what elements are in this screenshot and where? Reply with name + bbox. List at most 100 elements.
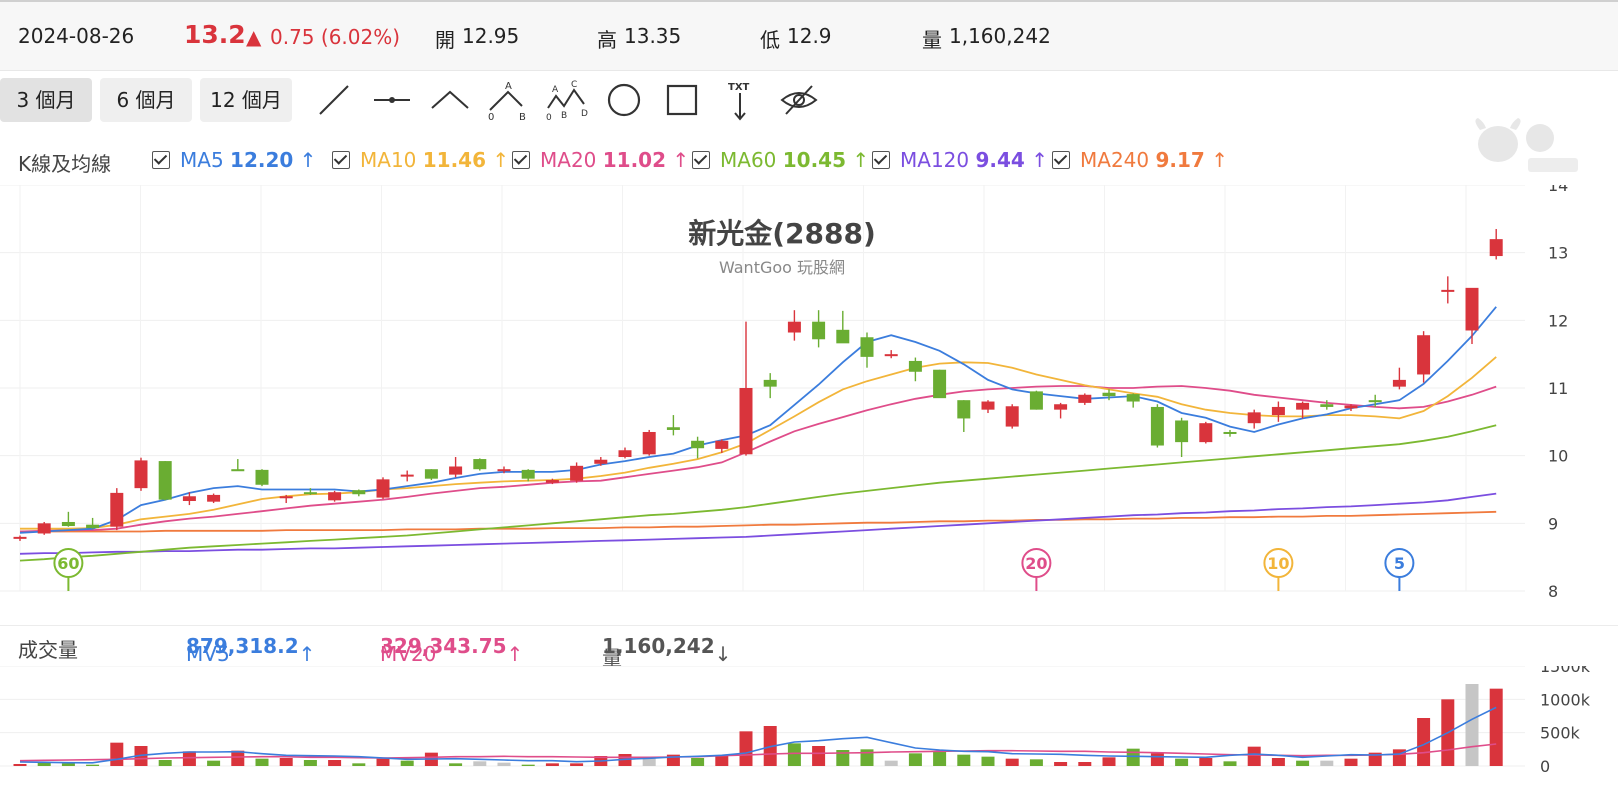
arrow-up-icon: ↑ — [1024, 148, 1048, 172]
candle-body — [594, 459, 608, 464]
candle-body — [1296, 402, 1310, 410]
volume-bar — [836, 750, 850, 766]
marker-label: 20 — [1025, 554, 1047, 573]
volume-bar — [255, 758, 269, 766]
ma240-toggle[interactable]: MA240 9.17 ↑ — [1052, 148, 1228, 172]
candle-body — [1344, 405, 1358, 409]
angle-tool-icon[interactable] — [430, 80, 470, 120]
marker-circle — [1021, 548, 1052, 578]
line-tool-icon[interactable] — [314, 80, 354, 120]
volume-bar — [1102, 757, 1116, 766]
volume-bar — [1029, 759, 1043, 766]
checkbox-icon[interactable] — [872, 151, 890, 169]
candle-body — [1199, 423, 1213, 443]
volume-bar — [1247, 746, 1261, 766]
abcd-wave-tool-icon[interactable]: 0 A B C D — [544, 80, 590, 124]
candle-body — [666, 427, 680, 430]
volume-bar — [691, 758, 705, 766]
volume-bar — [1199, 758, 1213, 766]
volume-bar — [449, 763, 463, 766]
ma10-toggle[interactable]: MA10 11.46 ↑ — [332, 148, 509, 172]
marker-circle — [1263, 548, 1294, 578]
volume-bar — [1368, 752, 1382, 766]
volume-value: 1,160,242 — [949, 24, 1051, 48]
volume-bar — [13, 764, 27, 766]
candle-body — [1441, 289, 1455, 292]
tool-label: 0 — [488, 112, 494, 123]
arrow-up-icon: ↑ — [486, 148, 510, 172]
ma5-toggle[interactable]: MA5 12.20 ↑ — [152, 148, 316, 172]
tool-label: A — [552, 85, 559, 95]
horizontal-line-tool-icon[interactable] — [372, 80, 412, 120]
candlesticks — [13, 228, 1503, 541]
volume-bar — [1126, 748, 1140, 766]
candle-body — [1320, 404, 1334, 407]
candle-body — [1271, 406, 1285, 416]
open-label: 開 — [435, 28, 455, 52]
candle-body — [1392, 379, 1406, 387]
volume-bar — [545, 763, 559, 766]
low-label: 低 — [760, 28, 780, 52]
volume-bar — [328, 760, 342, 766]
volume-bar — [666, 754, 680, 766]
tool-label: 0 — [546, 113, 552, 123]
candle-body — [787, 321, 801, 333]
volume-bar — [1223, 761, 1237, 766]
volume-now-label: 量 1,160,242 ↓ — [602, 634, 732, 670]
volume-bar — [1296, 760, 1310, 766]
y-tick-label: 13 — [1548, 244, 1568, 263]
y-tick-label: 14 — [1548, 185, 1568, 195]
arrow-up-icon: ↑ — [293, 148, 317, 172]
y-tick-label: 11 — [1548, 379, 1568, 398]
period-6m-button[interactable]: 6 個月 — [100, 78, 192, 122]
candle-body — [182, 496, 196, 502]
circle-tool-icon[interactable] — [604, 80, 644, 120]
price-chart[interactable]: 新光金(2888) WantGoo 玩股網 60 20 10 5 14 13 12 11 10… — [0, 185, 1618, 611]
volume-bar — [1054, 762, 1068, 766]
volume-bar — [86, 764, 100, 766]
hide-drawings-icon[interactable] — [778, 80, 820, 120]
volume-bar — [908, 753, 922, 766]
checkbox-icon[interactable] — [332, 151, 350, 169]
up-triangle-icon: ▲ — [246, 25, 262, 49]
wantgoo-logo-icon — [1475, 118, 1578, 172]
volume-bar — [1175, 758, 1189, 766]
period-3m-button[interactable]: 3 個月 — [0, 78, 92, 122]
volume-bar — [812, 746, 826, 766]
text-tool-icon[interactable]: TXT — [722, 80, 758, 124]
volume-ma-lines — [19, 706, 1497, 764]
volume-bar — [957, 754, 971, 766]
candle-body — [61, 521, 75, 527]
checkbox-icon[interactable] — [1052, 151, 1070, 169]
ma-lines — [19, 306, 1497, 562]
volume-bar — [739, 731, 753, 766]
abc-wave-tool-icon[interactable]: 0 A B — [486, 80, 530, 124]
tool-label: B — [561, 111, 567, 121]
volume-bar — [933, 752, 947, 766]
checkbox-icon[interactable] — [152, 151, 170, 169]
tool-label: D — [581, 109, 588, 119]
checkbox-icon[interactable] — [512, 151, 530, 169]
volume-bar — [1005, 758, 1019, 766]
candle-body — [618, 450, 632, 458]
candle-body — [1175, 420, 1189, 443]
top-border — [0, 0, 1618, 2]
volume-bar — [303, 760, 317, 766]
volume-bar — [1344, 758, 1358, 766]
checkbox-icon[interactable] — [692, 151, 710, 169]
candle-body — [303, 492, 317, 495]
mv5-line — [19, 706, 1497, 764]
volume-chart[interactable]: 1500k 1000k 500k 0 — [0, 666, 1618, 802]
volume-legend: 成交量 MV5 879,318.2 ↑ MV20 329,343.75 ↑ 量 … — [0, 625, 1618, 670]
ma20-toggle[interactable]: MA20 11.02 ↑ — [512, 148, 689, 172]
period-12m-button[interactable]: 12 個月 — [200, 78, 292, 122]
candle-body — [110, 492, 124, 527]
candle-body — [1368, 400, 1382, 403]
tool-label: A — [505, 81, 512, 92]
ma120-toggle[interactable]: MA120 9.44 ↑ — [872, 148, 1048, 172]
marker-circle — [53, 548, 84, 578]
marker-label: 60 — [57, 554, 79, 573]
ma60-toggle[interactable]: MA60 10.45 ↑ — [692, 148, 869, 172]
candle-body — [1150, 406, 1164, 446]
rectangle-tool-icon[interactable] — [662, 80, 702, 120]
